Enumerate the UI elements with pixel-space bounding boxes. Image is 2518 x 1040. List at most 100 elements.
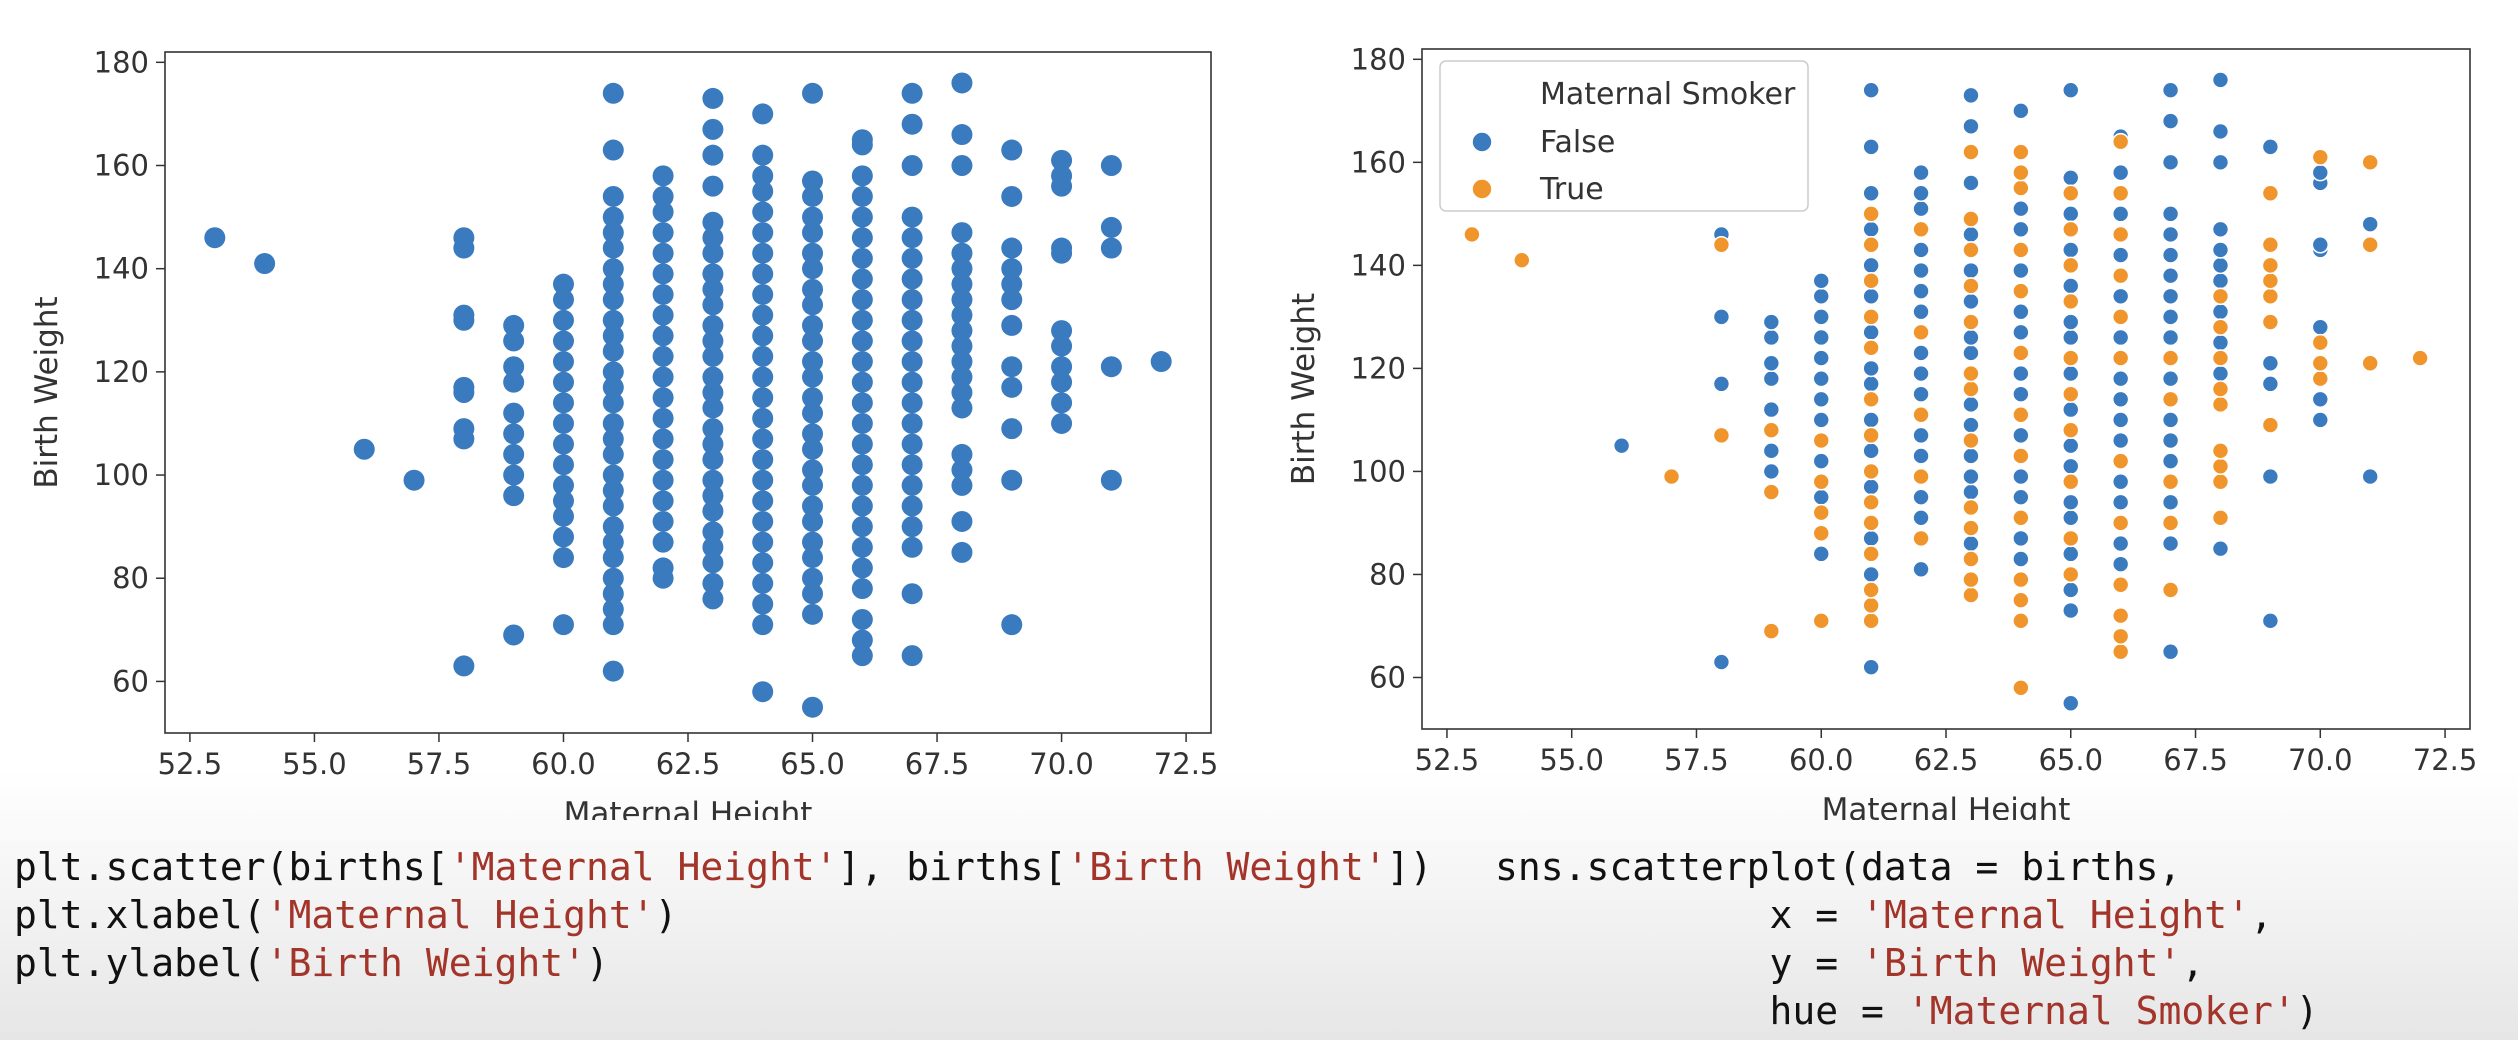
data-point [702, 397, 724, 419]
x-tick-label: 62.5 [1914, 743, 1979, 777]
data-point [802, 567, 824, 589]
data-point [802, 185, 824, 207]
code-token: ], births[ [837, 845, 1067, 889]
data-point [702, 118, 724, 140]
data-point-true [2012, 344, 2030, 362]
data-point-false [1812, 308, 1831, 326]
data-point-true [2211, 442, 2230, 460]
data-point-false [1912, 261, 1930, 280]
legend-box [1439, 60, 1809, 212]
data-point-false [2211, 153, 2230, 172]
data-point [802, 603, 824, 625]
code-token: plt.xlabel( [14, 893, 266, 937]
data-point [1150, 351, 1172, 373]
data-point [702, 87, 724, 109]
data-point [851, 268, 873, 290]
data-point [951, 72, 973, 94]
data-point [951, 242, 973, 264]
data-point-false [2061, 436, 2080, 455]
data-point [901, 155, 923, 176]
data-point-true [2411, 349, 2429, 367]
y-tick-label: 80 [112, 561, 149, 595]
data-point [951, 335, 973, 357]
data-point [851, 433, 873, 455]
data-point [752, 614, 774, 636]
data-point-true [1862, 493, 1880, 512]
data-point [1001, 258, 1023, 280]
data-point-true [1862, 426, 1880, 445]
data-point-false [1962, 174, 1980, 192]
data-point [552, 526, 574, 548]
data-point-false [1862, 658, 1880, 676]
data-point-true [1912, 467, 1930, 486]
data-point [602, 516, 624, 538]
data-point [752, 407, 774, 429]
data-point [851, 330, 873, 352]
data-point-false [1712, 653, 1731, 671]
data-point-false [2061, 581, 2080, 599]
data-point [1001, 185, 1023, 207]
data-point [552, 614, 574, 636]
data-point [702, 382, 724, 403]
data-point [752, 345, 774, 367]
data-point-true [1513, 251, 1531, 270]
data-point-false [1862, 359, 1880, 378]
data-point-false [2211, 256, 2230, 275]
data-point [602, 567, 624, 589]
data-point [802, 294, 824, 316]
data-point-false [1812, 272, 1831, 290]
data-point [802, 402, 824, 424]
data-point-false [1962, 117, 1980, 136]
data-point-true [1862, 390, 1880, 409]
data-point-true [1962, 380, 1980, 398]
data-point [1100, 356, 1122, 378]
data-point-true [1862, 581, 1880, 599]
x-tick-label: 52.5 [1415, 743, 1480, 777]
data-point-false [2261, 612, 2280, 630]
data-point [851, 536, 873, 558]
data-point [652, 201, 674, 223]
data-point [851, 371, 873, 393]
data-point-true [1962, 364, 1980, 383]
data-point-false [2111, 369, 2130, 388]
data-point [1001, 469, 1023, 491]
code-token: ) [2295, 989, 2319, 1033]
data-point-true [2012, 612, 2030, 630]
data-point [1051, 371, 1073, 393]
data-point-false [2161, 246, 2180, 264]
data-point-false [2161, 534, 2180, 553]
code-token: sns.scatterplot(data = births, [1495, 845, 2182, 889]
data-point [802, 387, 824, 409]
data-point-false [2111, 472, 2130, 491]
data-point [802, 351, 824, 373]
data-point-false [2111, 431, 2130, 450]
data-point [802, 547, 824, 569]
data-point [602, 258, 624, 280]
data-point-false [1862, 411, 1880, 429]
data-point [552, 289, 574, 311]
data-point [951, 273, 973, 295]
data-point-true [1912, 405, 1930, 424]
data-point [901, 412, 923, 434]
data-point-false [1912, 199, 1930, 218]
data-point [851, 609, 873, 630]
x-tick-label: 65.0 [2038, 743, 2103, 777]
data-point [204, 227, 226, 249]
data-point [1100, 155, 1122, 176]
data-point-true [2012, 508, 2030, 527]
code-token: ) [654, 893, 678, 937]
data-point-true [2311, 354, 2330, 373]
data-point [602, 237, 624, 259]
data-point-true [1962, 431, 1980, 450]
data-point-false [1912, 385, 1930, 403]
data-point [851, 165, 873, 187]
data-point-false [2012, 385, 2030, 403]
data-point-false [2111, 246, 2130, 264]
data-point [503, 356, 525, 378]
data-point-true [2361, 153, 2379, 172]
data-point-false [1862, 81, 1880, 100]
data-point-false [1962, 328, 1980, 347]
data-point [851, 645, 873, 667]
data-point [851, 185, 873, 207]
code-token: , [2181, 941, 2205, 985]
